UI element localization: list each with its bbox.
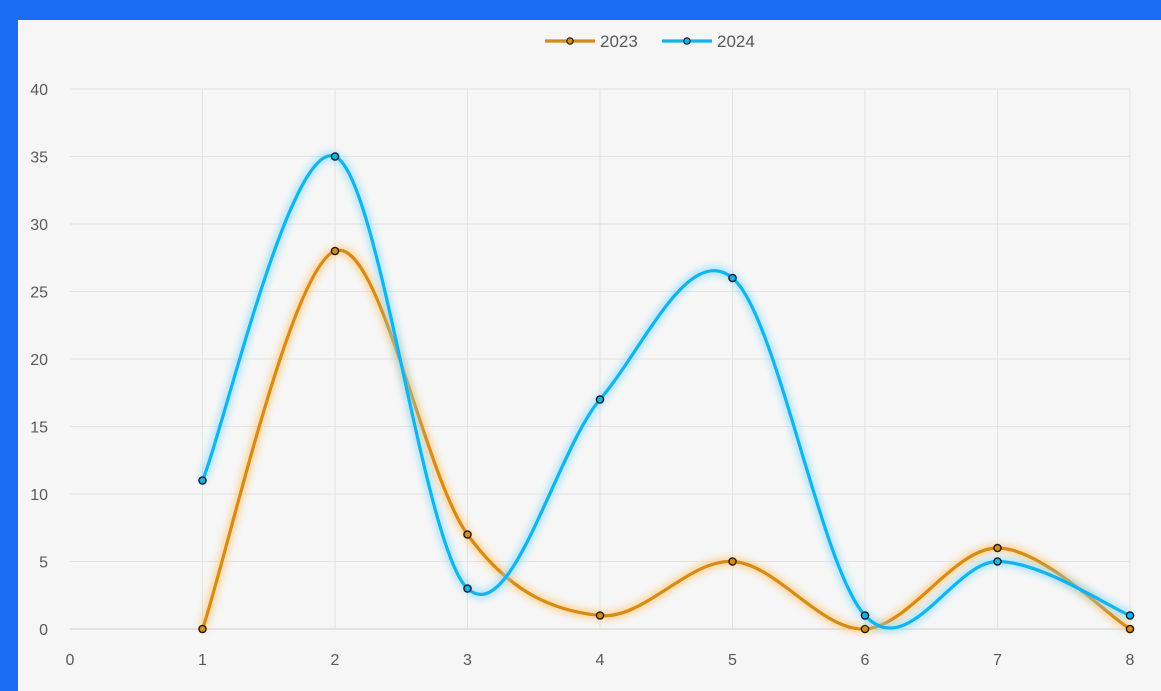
data-point-2024-7[interactable]	[993, 557, 1002, 566]
y-tick-label: 5	[39, 555, 48, 572]
data-point-2023-3[interactable]	[463, 530, 472, 539]
data-point-2024-4[interactable]	[595, 395, 605, 404]
data-point-2023-1[interactable]	[198, 624, 207, 634]
data-point-2024-3[interactable]	[463, 584, 472, 593]
legend-item-2023[interactable]: 2023	[545, 32, 638, 51]
x-tick-label: 1	[198, 652, 207, 669]
legend: 2023 2024	[545, 32, 755, 51]
y-tick-label: 10	[30, 487, 48, 504]
data-point-2024-8[interactable]	[1125, 611, 1135, 620]
series-line	[200, 154, 1132, 630]
series-glow	[198, 151, 1132, 633]
y-tick-label: 0	[39, 622, 48, 639]
series-2024	[198, 151, 1135, 633]
y-tick-label: 15	[30, 420, 48, 437]
chart-panel	[18, 20, 1161, 691]
x-tick-label: 3	[463, 652, 472, 669]
legend-item-2024[interactable]: 2024	[662, 32, 755, 51]
data-point-2023-4[interactable]	[595, 611, 605, 620]
y-tick-label: 30	[30, 217, 48, 234]
x-tick-label: 6	[861, 652, 870, 669]
x-tick-label: 8	[1126, 652, 1135, 669]
gridlines	[70, 88, 1131, 630]
data-point-2023-5[interactable]	[728, 557, 737, 566]
y-tick-label: 40	[30, 82, 48, 99]
data-point-2024-2[interactable]	[330, 152, 340, 161]
x-tick-label: 5	[728, 652, 737, 669]
legend-marker	[683, 37, 691, 45]
data-point-2024-6[interactable]	[860, 611, 870, 620]
x-tick-label: 0	[66, 652, 75, 669]
series-lines	[198, 151, 1135, 634]
series-2023	[198, 246, 1135, 634]
legend-label: 2024	[717, 32, 755, 51]
data-point-2023-8[interactable]	[1125, 624, 1135, 634]
legend-marker	[566, 37, 574, 45]
data-point-2023-2[interactable]	[330, 246, 340, 256]
y-tick-label: 25	[30, 285, 48, 302]
data-point-2024-1[interactable]	[198, 476, 207, 485]
x-tick-label: 2	[331, 652, 340, 669]
axis-tick-labels: 0 5 10 15 20 25 30 35 40 0 1 2 3 4 5 6 7 8	[30, 82, 1134, 669]
y-tick-label: 20	[30, 352, 48, 369]
y-tick-label: 35	[30, 150, 48, 167]
x-tick-label: 4	[596, 652, 605, 669]
legend-label: 2023	[600, 32, 638, 51]
data-point-2024-5[interactable]	[728, 273, 737, 283]
data-point-2023-7[interactable]	[993, 543, 1002, 553]
data-point-2023-6[interactable]	[860, 624, 870, 634]
x-tick-label: 7	[993, 652, 1002, 669]
